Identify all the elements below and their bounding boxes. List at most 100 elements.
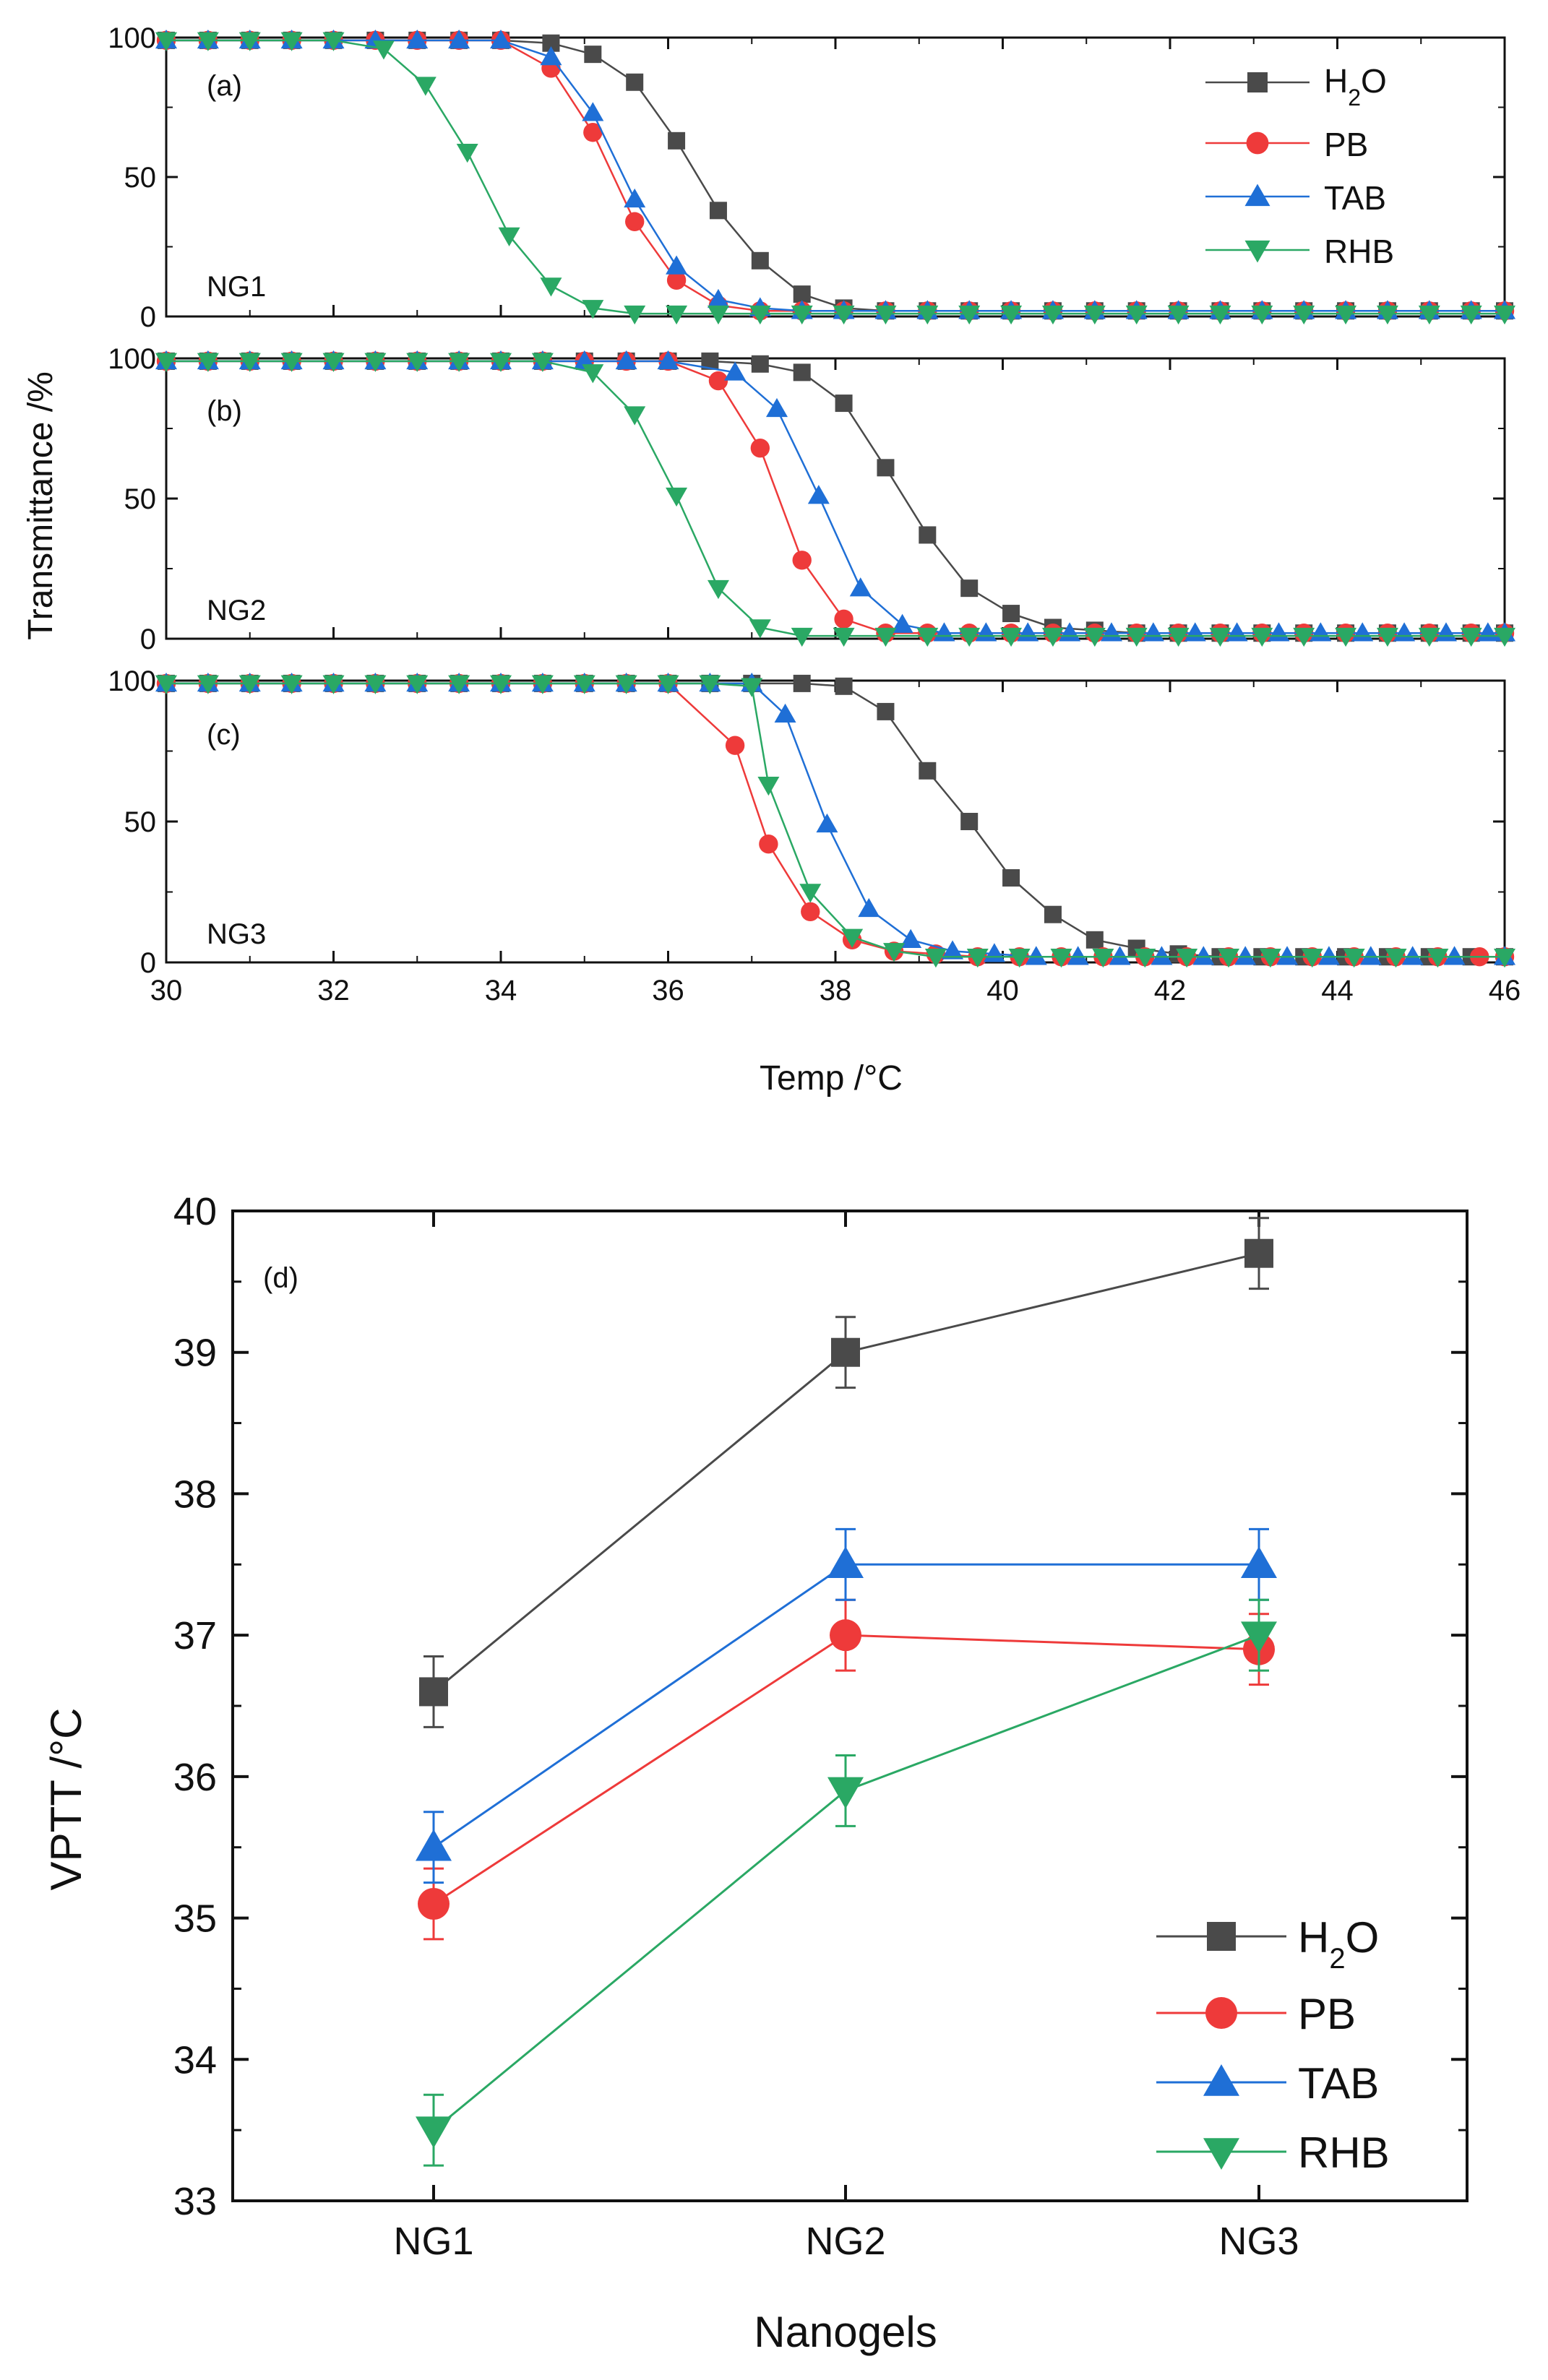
panel-c-point-rhb bbox=[883, 943, 906, 962]
panel-c-point-rhb bbox=[1008, 948, 1031, 968]
panel-c-point-rhb bbox=[1343, 948, 1365, 968]
panel-a-point-tab bbox=[448, 29, 470, 49]
panel-b-point-rhb bbox=[155, 353, 177, 372]
panel-b-point-tab bbox=[615, 350, 637, 370]
panel-b-point-h2o bbox=[751, 355, 769, 373]
panel-c-point-h2o bbox=[793, 674, 811, 692]
panel-b-point-rhb bbox=[582, 364, 604, 384]
panel-b-point-rhb bbox=[916, 627, 939, 647]
panel-c-point-tab bbox=[1276, 946, 1299, 965]
panel-b-point-rhb bbox=[707, 579, 729, 600]
panel-c-point-h2o bbox=[1085, 931, 1104, 949]
panel-a-ytick-label: 0 bbox=[140, 301, 156, 333]
panel-c-point-tab bbox=[774, 703, 796, 723]
top-x-axis-title: Temp /°C bbox=[760, 1059, 903, 1098]
legend-label-rhb: RHB bbox=[1324, 233, 1394, 270]
panel-a-point-rhb bbox=[791, 305, 813, 325]
panel-b-point-h2o bbox=[877, 459, 895, 477]
panel-b-point-h2o bbox=[835, 394, 853, 413]
panel-b-point-tab bbox=[891, 613, 913, 633]
panel-c-point-rhb bbox=[280, 675, 303, 694]
panel-d-point-tab bbox=[827, 1546, 864, 1579]
panel-a-point-rhb bbox=[666, 305, 688, 325]
panel-a-point-rhb bbox=[1293, 305, 1315, 325]
legend-item-rhb bbox=[1205, 240, 1310, 263]
panel-d-ytick-label: 34 bbox=[173, 2038, 217, 2082]
panel-b-point-tab bbox=[849, 577, 872, 597]
panel-c-point-rhb bbox=[1176, 948, 1198, 968]
legend-d-item-rhb bbox=[1156, 2138, 1286, 2170]
panel-b-point-rhb bbox=[1000, 627, 1023, 647]
panel-a-point-rhb bbox=[1209, 305, 1231, 325]
panel-c-ytick-label: 50 bbox=[124, 806, 157, 838]
panel-c-xtick-label: 44 bbox=[1321, 975, 1354, 1006]
panel-d-point-rhb bbox=[827, 1777, 864, 1809]
panel-c-point-rhb bbox=[490, 675, 512, 694]
panel-b-point-pb bbox=[750, 438, 770, 458]
panel-c-point-h2o bbox=[1044, 905, 1062, 923]
panel-b-point-h2o bbox=[793, 363, 811, 381]
panel-d-point-pb bbox=[830, 1619, 861, 1652]
panel-b-point-rhb bbox=[1494, 627, 1515, 647]
panel-d-xtick-label: NG1 bbox=[393, 2220, 473, 2263]
panel-b-ytick-label: 100 bbox=[108, 343, 156, 375]
panel-a-point-rhb bbox=[322, 32, 345, 51]
panel-b-point-rhb bbox=[322, 353, 345, 372]
panel-a-ytick-label: 100 bbox=[108, 22, 156, 54]
panel-c-point-rhb bbox=[1050, 948, 1072, 968]
panel-c-point-rhb bbox=[322, 675, 345, 694]
panel-c-point-rhb bbox=[573, 675, 595, 694]
panel-c-point-tab bbox=[942, 940, 964, 960]
top-y-axis-title: Transmittance /% bbox=[22, 371, 60, 640]
panel-a-letter: (a) bbox=[207, 70, 242, 102]
panel-a-point-tab bbox=[624, 188, 646, 208]
panel-a-point-rhb bbox=[372, 40, 395, 60]
panel-c-point-h2o bbox=[835, 677, 853, 695]
panel-d-xtick-label: NG2 bbox=[805, 2220, 885, 2263]
panel-b-point-rhb bbox=[490, 353, 512, 372]
legend-item-h2o bbox=[1205, 72, 1310, 92]
panel-a-point-tab bbox=[666, 255, 688, 275]
panel-b-point-tab bbox=[765, 397, 788, 418]
panel-a-point-tab bbox=[582, 102, 604, 121]
panel-c-point-h2o bbox=[919, 762, 937, 780]
panel-c-point-tab bbox=[900, 928, 922, 949]
panel-a-point-tab bbox=[540, 46, 562, 66]
panel-d-ytick-label: 35 bbox=[173, 1897, 217, 1941]
panel-b-point-rhb bbox=[406, 353, 429, 372]
panel-c-point-rhb bbox=[1259, 948, 1281, 968]
legend-item-pb bbox=[1205, 131, 1310, 155]
bottom-x-axis-title: Nanogels bbox=[754, 2308, 937, 2356]
panel-b-point-rhb bbox=[791, 627, 813, 647]
panel-a-point-rhb bbox=[197, 32, 219, 51]
legend-label-pb: PB bbox=[1324, 126, 1368, 163]
panel-a-point-h2o bbox=[793, 285, 811, 303]
panel-a-point-h2o bbox=[709, 202, 727, 220]
panel-a-series-rhb bbox=[155, 32, 1515, 325]
panel-a-point-rhb bbox=[833, 305, 855, 325]
panel-c-point-rhb bbox=[657, 675, 679, 694]
panel-b-plot: 0 50 100 bbox=[108, 343, 1515, 655]
panel-c-ytick-label: 0 bbox=[140, 947, 156, 979]
panel-d-series-h2o bbox=[419, 1217, 1273, 1728]
panel-a-point-pb bbox=[583, 123, 603, 142]
panel-a-point-rhb bbox=[498, 227, 520, 247]
legend-d-marker bbox=[1207, 1922, 1236, 1951]
panel-b-point-rhb bbox=[624, 406, 646, 426]
panel-c-point-rhb bbox=[1218, 948, 1240, 968]
panel-c-point-tab bbox=[1359, 946, 1382, 965]
panel-c-point-pb bbox=[759, 835, 778, 854]
panel-a-point-rhb bbox=[280, 32, 303, 51]
panel-c-xtick-label: 32 bbox=[317, 975, 350, 1006]
panel-c-point-rhb bbox=[757, 777, 780, 796]
panel-c-xtick-label: 38 bbox=[820, 975, 852, 1006]
panel-a-point-rhb bbox=[1251, 305, 1273, 325]
panel-a-point-rhb bbox=[1335, 305, 1357, 325]
legend-d-label-rhb: RHB bbox=[1298, 2129, 1390, 2177]
legend-d-item-tab bbox=[1156, 2064, 1286, 2096]
panel-a-point-rhb bbox=[916, 305, 939, 325]
panel-a-point-rhb bbox=[414, 77, 437, 96]
panel-c-point-h2o bbox=[1002, 869, 1020, 887]
chart-marks-layer: 0 50 100 0 50 100 0 50 100 30 32 34 36 38 40 42 44 46 33 34… bbox=[108, 22, 1521, 2263]
panel-b-point-rhb bbox=[280, 353, 303, 372]
